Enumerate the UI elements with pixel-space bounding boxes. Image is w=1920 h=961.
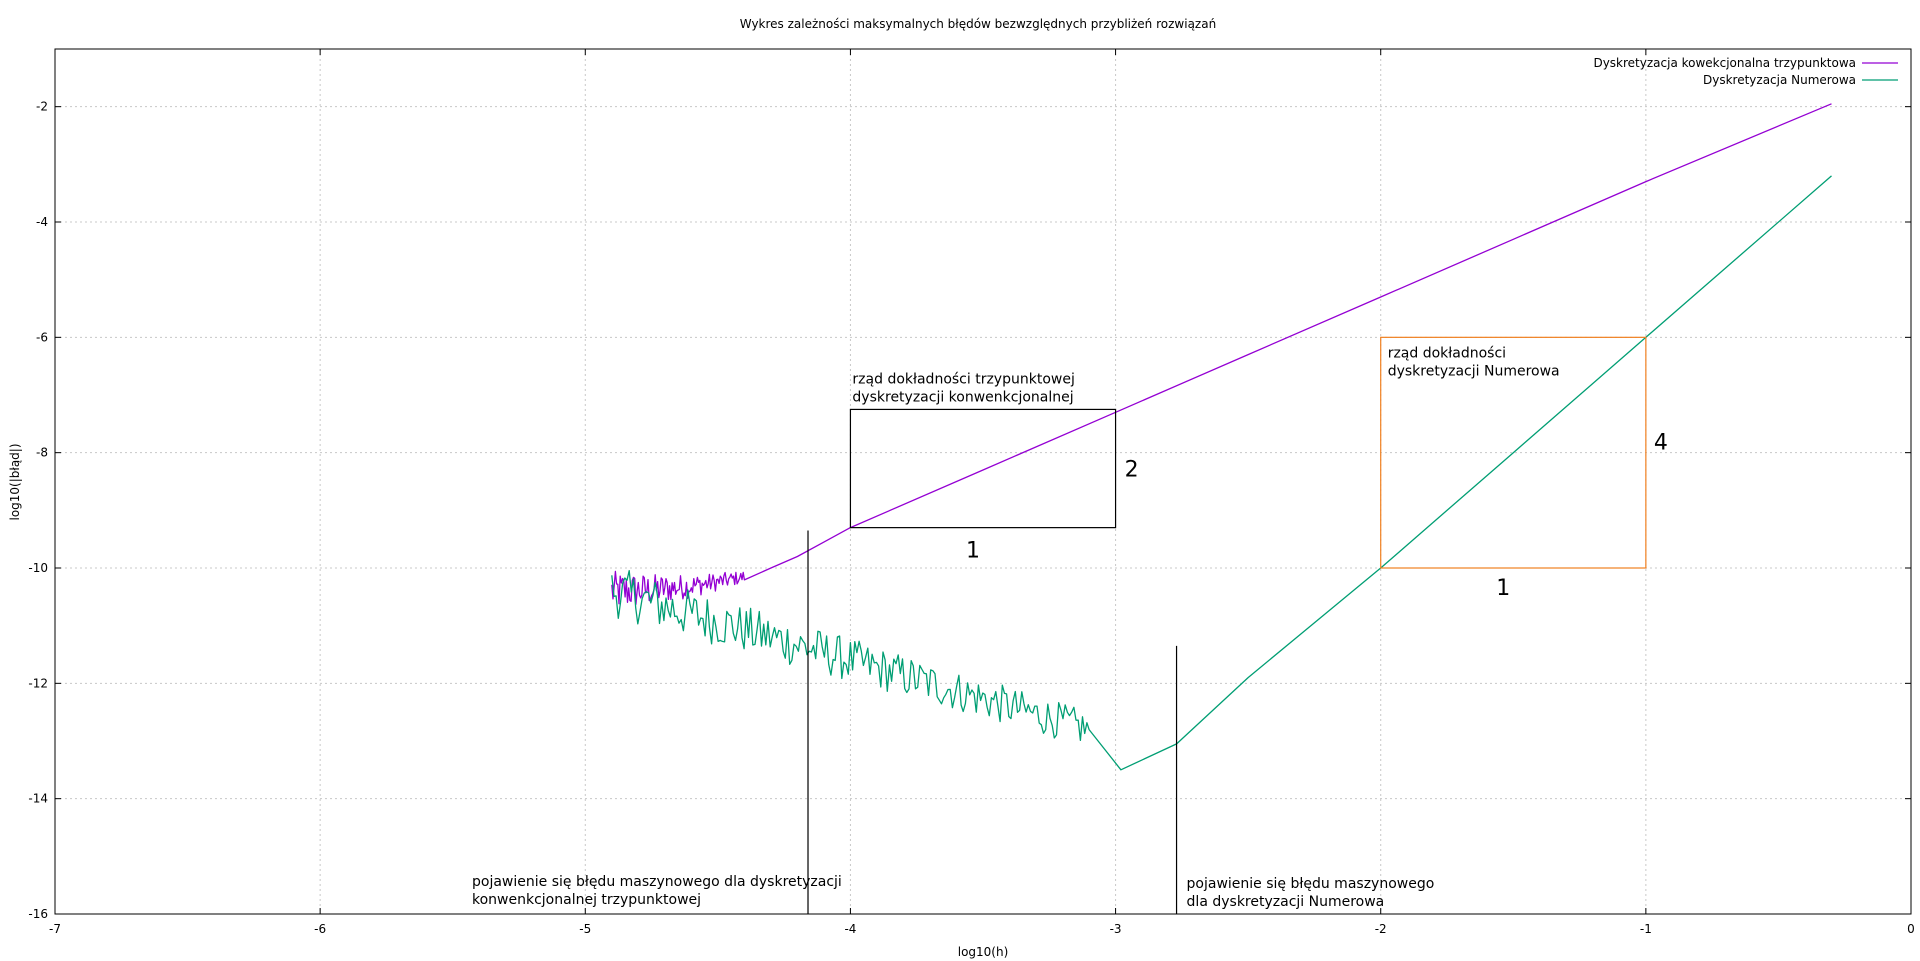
box-numerowa-rect — [1380, 336, 1647, 569]
x-tick-label: -2 — [1375, 922, 1387, 936]
legend-label-series-1: Dyskretyzacja kowekcjonalna trzypunktowa — [1593, 56, 1856, 70]
vline-trzypunktowa-label-1: pojawienie się błędu maszynowego dla dys… — [472, 874, 842, 890]
box-trzypunktowa-label-1: rząd dokładności trzypunktowej — [852, 371, 1074, 387]
chart-title: Wykres zależności maksymalnych błędów be… — [740, 17, 1216, 31]
vline-numerowa-label-2: dla dyskretyzacji Numerowa — [1187, 894, 1385, 910]
series-line-1 — [611, 103, 1832, 605]
x-tick-label: -6 — [314, 922, 326, 936]
x-tick-label: -1 — [1640, 922, 1652, 936]
vline-trzypunktowa-label-2: konwenkcjonalnej trzypunktowej — [472, 892, 701, 908]
y-tick-label: -4 — [36, 215, 48, 229]
legend: Dyskretyzacja kowekcjonalna trzypunktowa… — [1593, 56, 1898, 87]
y-axis-label: log10(|błąd|) — [8, 443, 22, 520]
y-tick-label: -2 — [36, 100, 48, 114]
legend-label-series-2: Dyskretyzacja Numerowa — [1703, 73, 1856, 87]
series-layer — [611, 103, 1832, 771]
y-tick-label: -16 — [28, 907, 48, 921]
box-numerowa-label-2: dyskretyzacji Numerowa — [1388, 363, 1560, 379]
annotations-layer: rząd dokładności trzypunktowej dyskretyza… — [472, 336, 1668, 914]
y-tick-label: -6 — [36, 330, 48, 344]
x-axis-label: log10(h) — [958, 945, 1009, 959]
axis-ticks: -7 -6 -5 -4 -3 -2 -1 0-2-4-6-8-10-12-14-16 — [28, 49, 1915, 936]
x-tick-label: -4 — [844, 922, 856, 936]
box-numerowa-run-label: 1 — [1496, 576, 1510, 601]
box-numerowa-label-1: rząd dokładności — [1388, 345, 1506, 361]
box-trzypunktowa-run-label: 1 — [966, 539, 980, 564]
box-trzypunktowa-rect — [849, 408, 1117, 529]
y-tick-label: -14 — [28, 792, 48, 806]
box-trzypunktowa-label-2: dyskretyzacji konwenkcjonalnej — [852, 389, 1073, 405]
plot-frame — [54, 48, 1912, 915]
box-numerowa-rise-label: 4 — [1654, 431, 1668, 456]
series-line-2 — [611, 175, 1832, 771]
x-tick-label: 0 — [1907, 922, 1915, 936]
y-tick-label: -10 — [28, 561, 48, 575]
vline-numerowa-label-1: pojawienie się błędu maszynowego — [1187, 876, 1435, 892]
x-tick-label: -3 — [1110, 922, 1122, 936]
y-tick-label: -8 — [36, 446, 48, 460]
x-tick-label: -7 — [49, 922, 61, 936]
y-tick-label: -12 — [28, 676, 48, 690]
box-trzypunktowa-rise-label: 2 — [1125, 458, 1139, 483]
x-tick-label: -5 — [579, 922, 591, 936]
